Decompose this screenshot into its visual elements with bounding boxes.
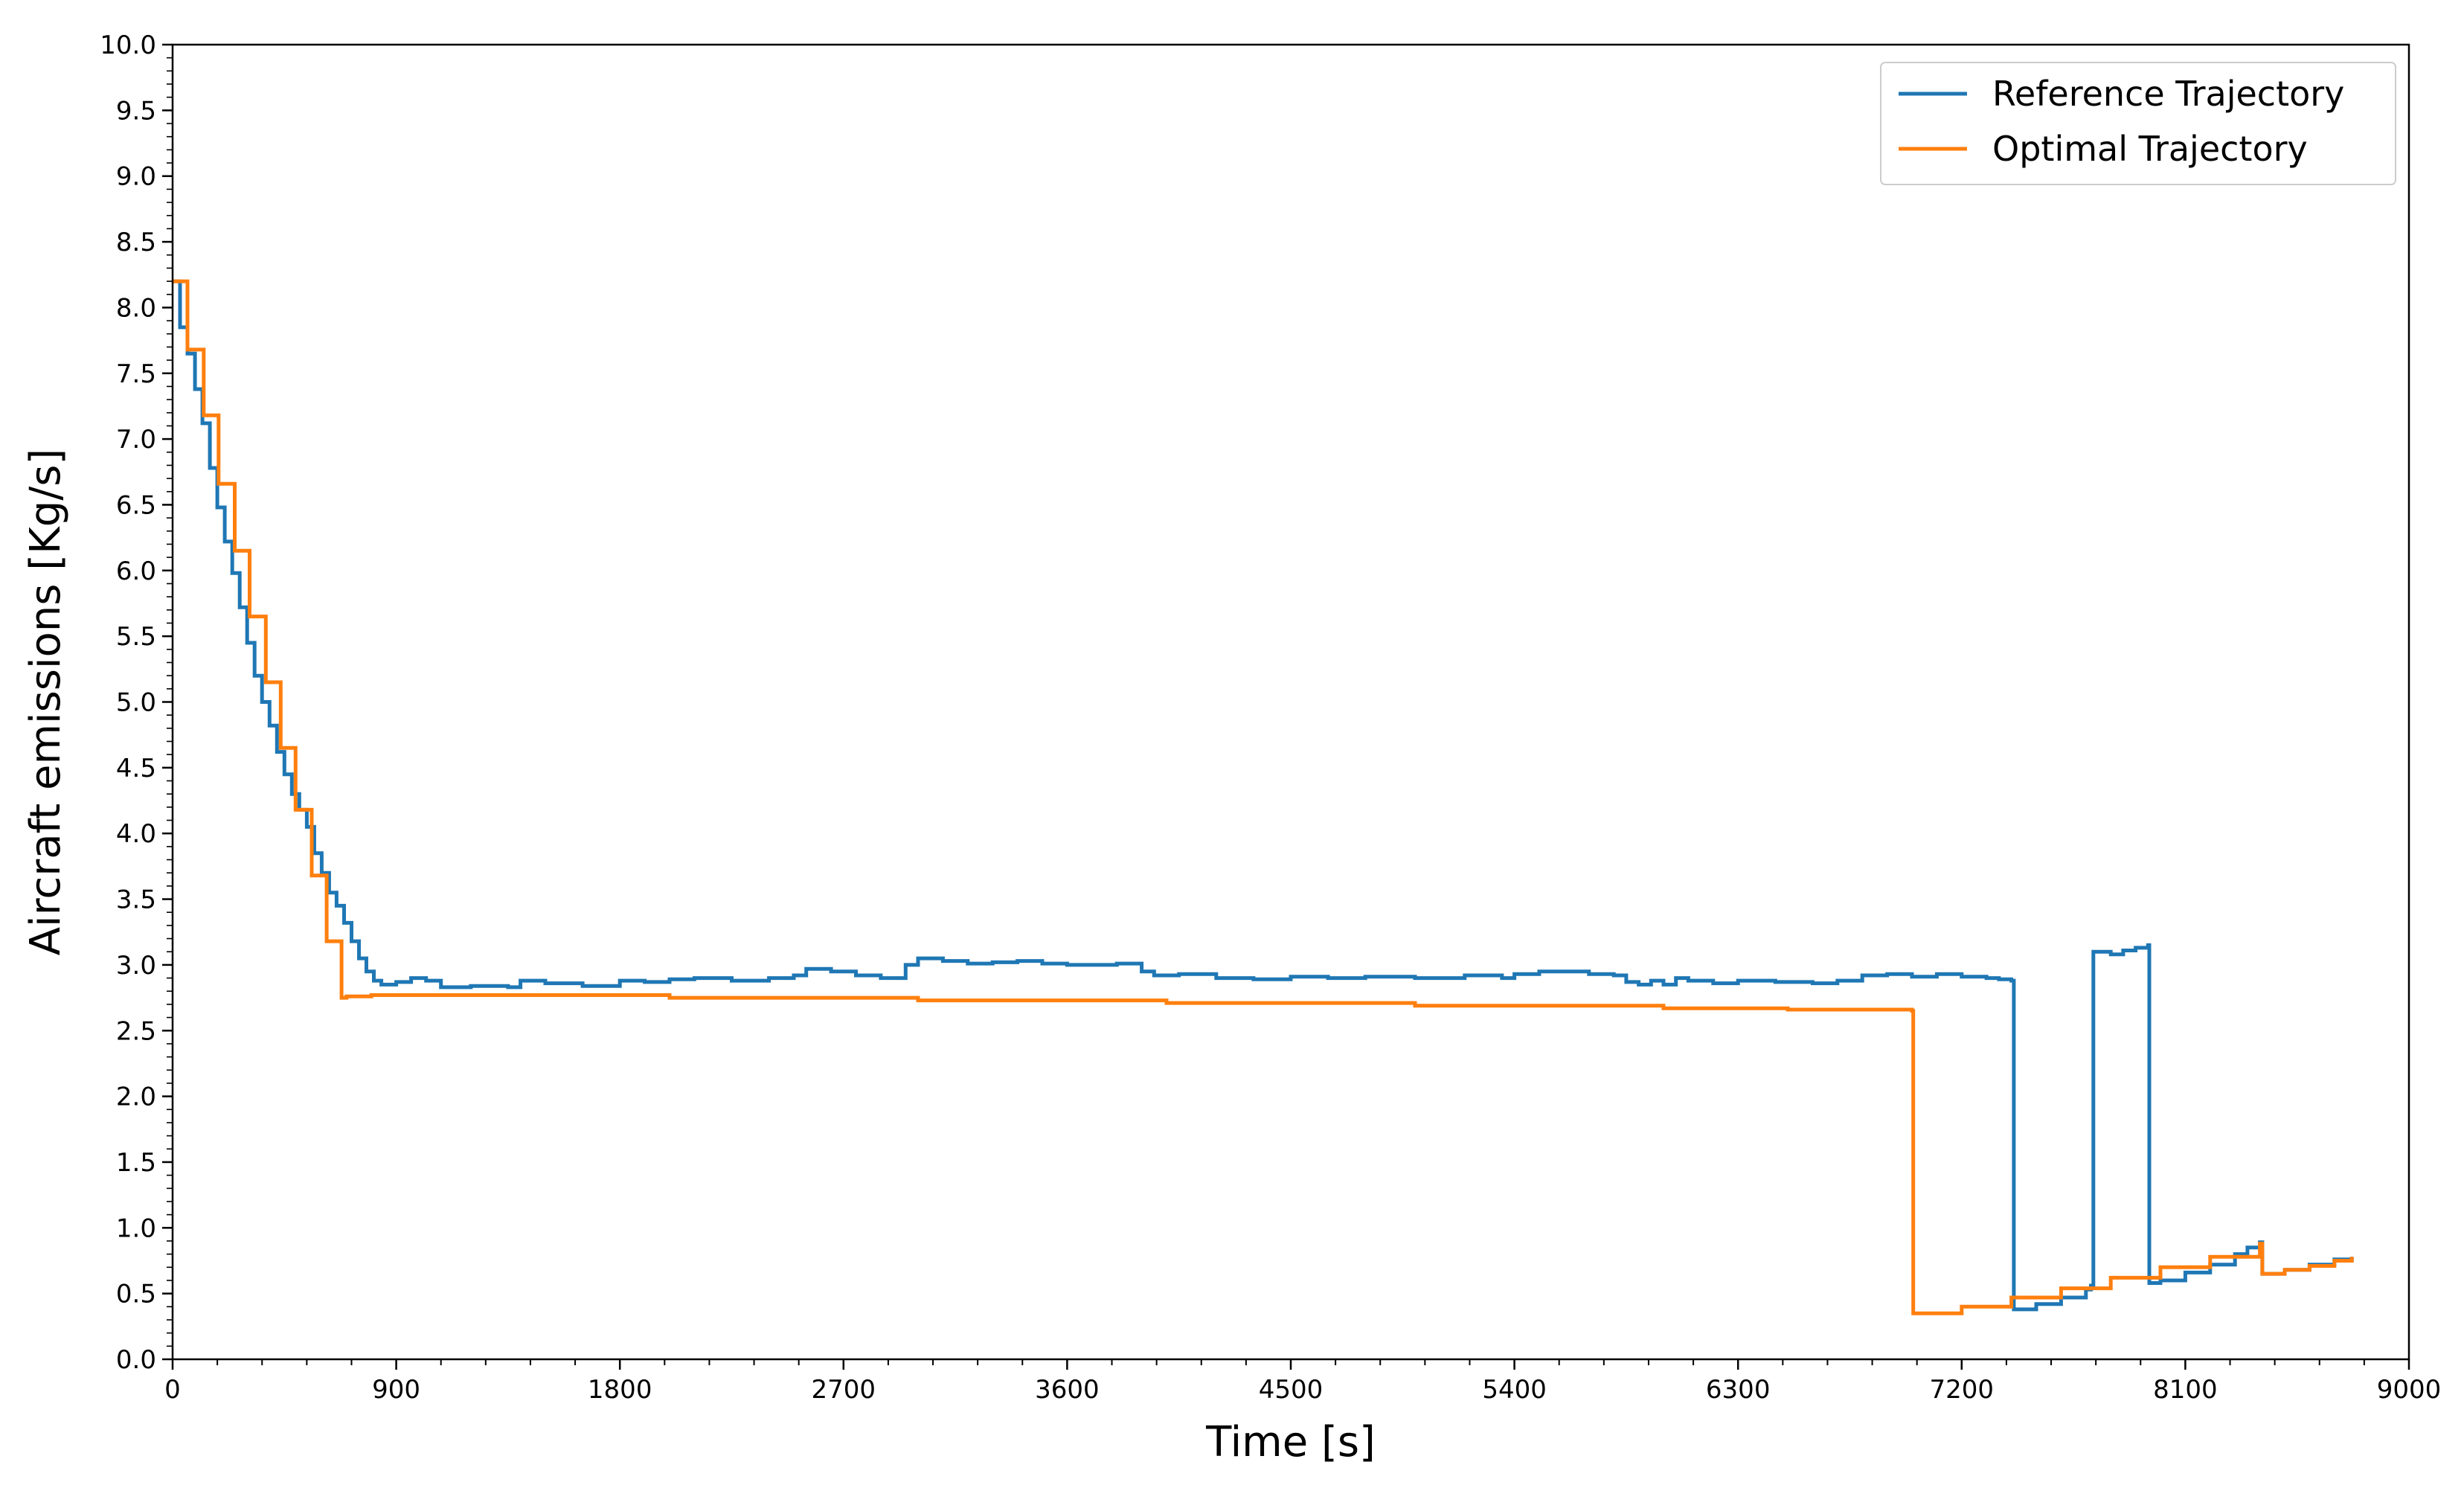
y-tick-label: 10.0 — [100, 31, 156, 60]
legend-box — [1880, 62, 2396, 185]
y-tick-label: 2.5 — [116, 1016, 156, 1046]
y-tick-label: 9.5 — [116, 96, 156, 126]
series-line-reference — [173, 279, 2354, 1312]
y-tick-label: 3.5 — [116, 885, 156, 915]
y-axis: 0.0 0.5 1.0 1.5 2.0 2.5 3.0 3.5 4.0 4.5 5.0 5.5 6.0 6… — [100, 31, 173, 1375]
y-tick-label: 2.0 — [116, 1083, 156, 1112]
x-tick-label: 2700 — [812, 1375, 876, 1405]
y-tick-label: 8.5 — [116, 228, 156, 257]
y-tick-label: 4.5 — [116, 754, 156, 783]
x-tick-label: 6300 — [1706, 1375, 1771, 1405]
x-tick-label: 1800 — [588, 1375, 652, 1405]
y-tick-label: 9.0 — [116, 162, 156, 192]
y-tick-label: 0.0 — [116, 1345, 156, 1375]
y-tick-label: 6.5 — [116, 490, 156, 520]
x-tick-label: 5400 — [1482, 1375, 1547, 1405]
x-tick-label: 4500 — [1259, 1375, 1324, 1405]
x-axis-label: Time [s] — [1205, 1418, 1376, 1466]
x-axis: 0 900 1800 2700 3600 4500 5400 6300 7200 8100 9000 — [164, 1359, 2441, 1405]
x-tick-label: 8100 — [2153, 1375, 2218, 1405]
legend-label: Reference Trajectory — [1992, 74, 2344, 114]
y-tick-label: 0.5 — [116, 1280, 156, 1309]
y-tick-label: 8.0 — [116, 293, 156, 323]
y-tick-label: 7.0 — [116, 425, 156, 455]
x-tick-label: 7200 — [1930, 1375, 1995, 1405]
x-tick-label: 900 — [372, 1375, 420, 1405]
y-tick-label: 7.5 — [116, 359, 156, 389]
x-tick-label: 9000 — [2377, 1375, 2442, 1405]
plot-frame — [171, 43, 2410, 1361]
x-tick-label: 0 — [164, 1375, 181, 1405]
y-tick-label: 1.0 — [116, 1213, 156, 1243]
legend: Reference Trajectory Optimal Trajectory — [1880, 62, 2396, 185]
y-tick-label: 6.0 — [116, 557, 156, 586]
series-line-optimal — [173, 279, 2354, 1315]
y-axis-label: Aircraft emissions [Kg/s] — [22, 449, 70, 956]
y-tick-label: 5.5 — [116, 622, 156, 652]
y-tick-label: 4.0 — [116, 819, 156, 849]
y-tick-label: 1.5 — [116, 1148, 156, 1178]
y-tick-label: 3.0 — [116, 951, 156, 981]
plot-series — [173, 279, 2354, 1315]
y-tick-label: 5.0 — [116, 688, 156, 718]
x-tick-label: 3600 — [1035, 1375, 1100, 1405]
legend-label: Optimal Trajectory — [1992, 129, 2308, 169]
